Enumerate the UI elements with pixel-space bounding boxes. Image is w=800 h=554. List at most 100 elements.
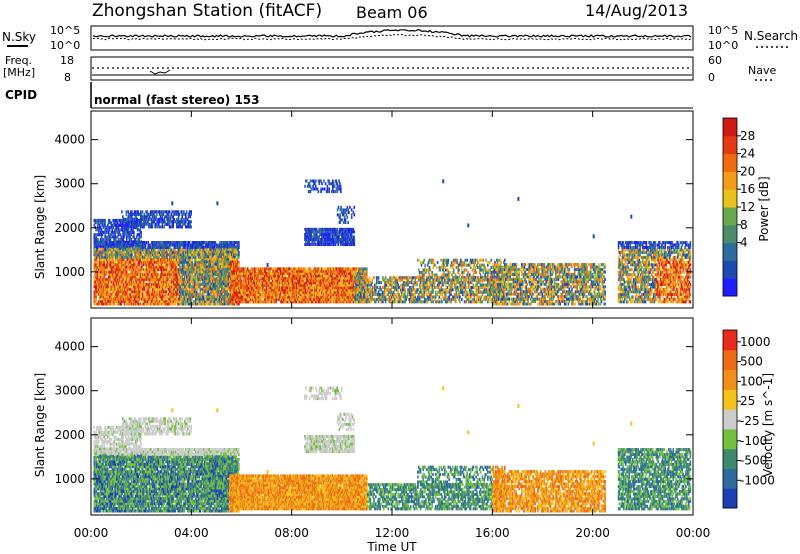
echo-cell [121,210,123,213]
echo-cell [144,295,146,298]
echo-cell [205,287,207,290]
echo-cell [140,231,142,234]
power-scatter-cells [94,179,692,305]
echo-cell [136,218,138,221]
beam-label: Beam 06 [356,3,428,22]
echo-cell [236,250,238,253]
nave-dip [150,70,170,74]
date-label: 14/Aug/2013 [585,1,688,20]
echo-cell [140,225,142,228]
echo-cell [156,251,158,254]
echo-cell [109,247,111,250]
echo-cell [122,225,124,228]
echo-cell [126,225,128,228]
echo-cell [142,215,144,218]
echo-cell [186,210,188,213]
echo-cell [209,293,211,296]
echo-cell [157,241,159,244]
cpid-text: normal (fast stereo) 153 [94,93,260,107]
echo-cell [163,225,165,228]
freq-unit-label: [MHz] [3,66,35,79]
echo-cell [214,245,216,248]
echo-cell [169,210,171,213]
echo-cell [159,210,161,213]
nave-tick-bottom: 0 [708,71,715,84]
echo-cell [132,213,134,216]
echo-cell [223,245,225,248]
echo-cell [190,225,192,228]
nsky-tick-top: 10^5 [50,24,80,37]
echo-cell [154,225,156,228]
echo-cell [95,233,97,236]
echo-cell [139,303,141,306]
echo-cell [134,225,136,228]
echo-cell [140,240,142,243]
echo-cell [103,238,105,241]
echo-cell [181,225,183,228]
nsky-series-line [93,30,691,37]
echo-cell [124,225,126,228]
echo-cell [169,280,171,283]
echo-cell [133,231,135,234]
freq-tick-bottom: 8 [64,71,71,84]
nsky-label: N.Sky [2,30,36,44]
echo-cell [115,236,117,239]
echo-cell [144,225,146,228]
cpid-label: CPID [5,88,37,102]
echo-cell [230,245,232,248]
echo-cell [238,261,240,264]
echo-cell [126,210,128,213]
echo-cell [172,225,174,228]
freq-tick-top: 18 [60,54,74,67]
echo-cell [142,210,144,213]
echo-cell [111,280,113,283]
echo-cell [235,245,237,248]
echo-cell [238,241,240,244]
echo-cell [162,225,164,228]
echo-cell [152,225,154,228]
echo-cell [95,228,97,231]
echo-cell [117,219,119,222]
echo-cell [227,250,229,253]
echo-cell [146,241,148,244]
echo-cell [133,223,135,226]
station-title: Zhongshan Station (fitACF) [92,1,322,21]
echo-cell [136,225,138,228]
echo-cell [238,251,240,254]
echo-cell [104,219,106,222]
echo-cell [146,283,148,286]
nave-tick-top: 60 [708,54,722,67]
echo-cell [132,247,134,250]
echo-cell [236,258,238,261]
echo-cell [119,228,121,231]
echo-cell [256,267,258,270]
echo-cell [214,250,216,253]
echo-cell [209,265,211,268]
echo-cell [215,303,217,306]
echo-cell [139,247,141,250]
nsearch-label: N.Search [744,29,798,43]
echo-cell [233,267,235,270]
echo-cell [157,225,159,228]
nsearch-tick-top: 10^5 [708,24,738,37]
echo-cell [160,225,162,228]
echo-cell [190,220,192,223]
echo-cell [228,245,230,248]
echo-cell [131,225,133,228]
echo-cell [158,273,160,276]
echo-cell [200,283,202,286]
echo-cell [179,213,181,216]
echo-cell [170,225,172,228]
nsky-tick-bottom: 10^0 [50,39,80,52]
echo-cell [125,218,127,221]
nsky-strip: N.Sky 10^5 10^0 N.Search 10^5 10^0 [2,24,798,52]
echo-cell [146,210,148,213]
echo-cell [210,272,212,275]
echo-cell [122,247,124,250]
echo-cell [227,287,229,290]
echo-cell [130,247,132,250]
echo-cell [148,225,150,228]
echo-cell [225,245,227,248]
nave-label: Nave [748,64,776,77]
